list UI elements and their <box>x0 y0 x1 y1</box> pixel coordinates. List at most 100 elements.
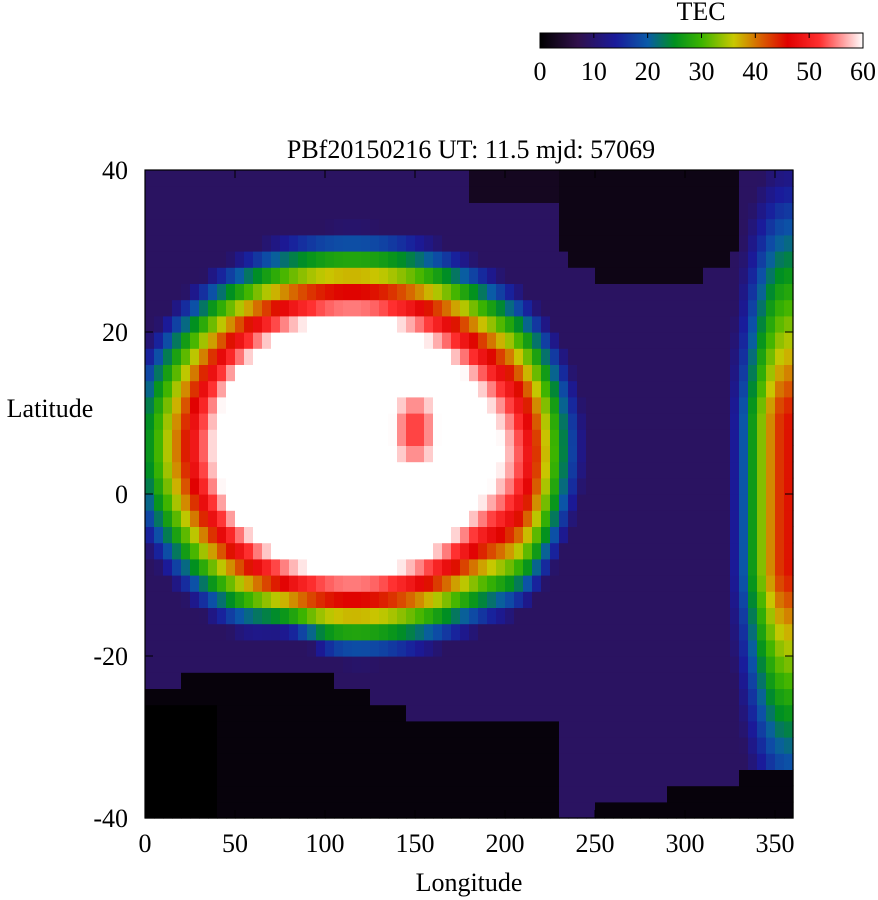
heatmap-cell <box>244 364 254 382</box>
heatmap-cell <box>622 510 632 527</box>
heatmap-cell <box>244 315 254 333</box>
heatmap-cell <box>721 461 731 479</box>
heatmap-cell <box>640 769 650 787</box>
heatmap-cell <box>613 720 623 738</box>
heatmap-cell <box>271 769 281 787</box>
heatmap-cell <box>550 623 560 641</box>
heatmap-cell <box>775 170 785 187</box>
heatmap-cell <box>730 801 740 819</box>
heatmap-cell <box>298 396 308 414</box>
heatmap-cell <box>550 396 560 414</box>
heatmap-cell <box>622 477 632 495</box>
heatmap-cell <box>460 801 470 819</box>
heatmap-cell <box>415 445 425 463</box>
heatmap-cell <box>658 170 668 187</box>
heatmap-cell <box>748 737 758 754</box>
heatmap-cell <box>379 656 389 673</box>
heatmap-cell <box>487 283 497 301</box>
heatmap-cell <box>568 283 578 301</box>
heatmap-cell <box>343 477 353 495</box>
heatmap-cell <box>766 477 776 495</box>
heatmap-cell <box>406 461 416 479</box>
heatmap-cell <box>271 283 281 301</box>
heatmap-cell <box>622 332 632 349</box>
heatmap-cell <box>568 348 578 365</box>
heatmap-cell <box>298 251 308 268</box>
heatmap-cell <box>739 251 749 268</box>
heatmap-cell <box>352 477 362 495</box>
heatmap-cell <box>163 607 173 625</box>
heatmap-cell <box>325 364 335 382</box>
heatmap-cell <box>289 623 299 641</box>
heatmap-cell <box>199 283 209 301</box>
heatmap-cell <box>523 656 533 673</box>
heatmap-cell <box>523 332 533 349</box>
heatmap-cell <box>298 299 308 317</box>
heatmap-cell <box>505 267 515 284</box>
heatmap-cell <box>415 591 425 608</box>
heatmap-cell <box>757 348 767 365</box>
heatmap-cell <box>307 558 317 576</box>
heatmap-cell <box>316 720 326 738</box>
heatmap-cell <box>721 542 731 560</box>
heatmap-cell <box>730 170 740 187</box>
heatmap-cell <box>523 575 533 592</box>
heatmap-cell <box>307 477 317 495</box>
heatmap-cell <box>280 461 290 479</box>
heatmap-cell <box>172 558 182 576</box>
heatmap-cell <box>460 542 470 560</box>
heatmap-cell <box>676 251 686 268</box>
heatmap-cell <box>388 510 398 527</box>
heatmap-cell <box>730 591 740 608</box>
heatmap-cell <box>649 526 659 544</box>
heatmap-cell <box>208 299 218 317</box>
heatmap-cell <box>748 575 758 592</box>
heatmap-cell <box>667 720 677 738</box>
heatmap-cell <box>523 380 533 398</box>
heatmap-cell <box>244 769 254 787</box>
heatmap-cell <box>568 234 578 252</box>
heatmap-cell <box>190 688 200 706</box>
heatmap-cell <box>748 267 758 284</box>
heatmap-cell <box>568 785 578 803</box>
heatmap-cell <box>766 494 776 511</box>
heatmap-cell <box>775 202 785 220</box>
heatmap-cell <box>514 429 524 446</box>
heatmap-cell <box>325 218 335 236</box>
heatmap-cell <box>514 607 524 625</box>
heatmap-cell <box>334 623 344 641</box>
heatmap-cell <box>154 526 164 544</box>
heatmap-cell <box>757 413 767 430</box>
heatmap-cell <box>442 429 452 446</box>
heatmap-cell <box>343 720 353 738</box>
heatmap-cell <box>415 575 425 592</box>
heatmap-cell <box>298 267 308 284</box>
heatmap-cell <box>289 526 299 544</box>
heatmap-cell <box>172 380 182 398</box>
heatmap-cell <box>703 348 713 365</box>
heatmap-cell <box>541 769 551 787</box>
heatmap-cell <box>424 380 434 398</box>
heatmap-cell <box>559 526 569 544</box>
heatmap-cell <box>739 737 749 754</box>
heatmap-cell <box>334 720 344 738</box>
heatmap-cell <box>559 477 569 495</box>
heatmap-cell <box>226 526 236 544</box>
heatmap-cell <box>730 494 740 511</box>
heatmap-cell <box>451 623 461 641</box>
heatmap-cell <box>649 575 659 592</box>
heatmap-cell <box>388 737 398 754</box>
heatmap-cell <box>721 396 731 414</box>
heatmap-cell <box>631 607 641 625</box>
heatmap-cell <box>712 656 722 673</box>
heatmap-cell <box>361 656 371 673</box>
heatmap-cell <box>595 542 605 560</box>
heatmap-cell <box>316 526 326 544</box>
heatmap-cell <box>505 461 515 479</box>
heatmap-cell <box>505 639 515 657</box>
heatmap-cell <box>784 656 794 673</box>
heatmap-cell <box>478 737 488 754</box>
heatmap-cell <box>334 234 344 252</box>
heatmap-cell <box>469 348 479 365</box>
heatmap-cell <box>487 639 497 657</box>
